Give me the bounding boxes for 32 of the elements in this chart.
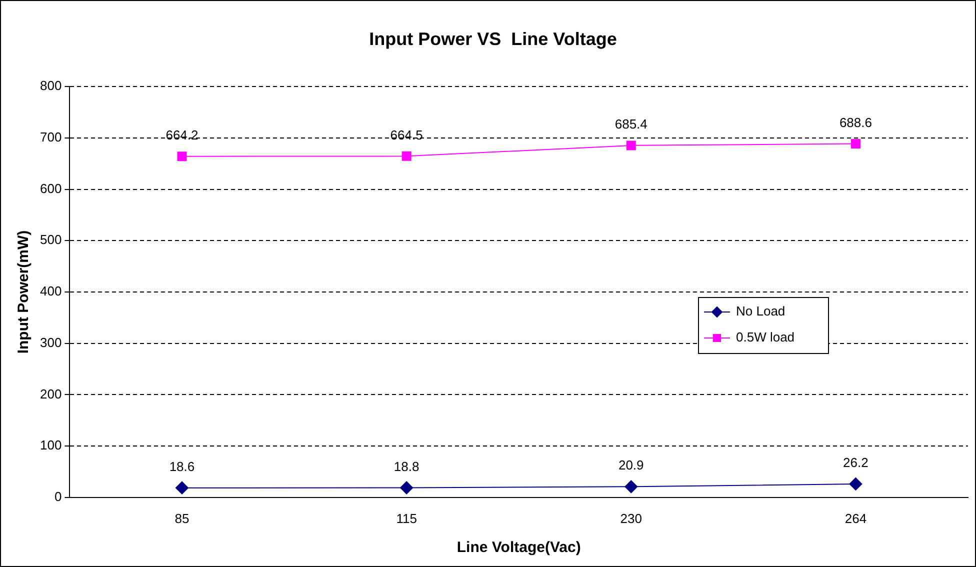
- point: [624, 480, 638, 494]
- x-tick-label: 115: [396, 510, 417, 526]
- point: [849, 477, 862, 490]
- data-label: 685.4: [614, 116, 648, 132]
- x-axis-title: Line Voltage(Vac): [456, 539, 581, 556]
- point: [177, 152, 187, 162]
- data-label: 18.8: [394, 458, 420, 474]
- point: [400, 481, 414, 494]
- y-tick-label: 0: [54, 488, 62, 504]
- y-tick-label: 400: [40, 284, 62, 299]
- x-tick-label: 264: [844, 510, 867, 526]
- chart-title: Input Power VS Line Voltage: [369, 28, 617, 49]
- y-axis-title: Input Power(mW): [15, 230, 32, 354]
- point: [850, 139, 860, 149]
- data-label: 688.6: [839, 114, 872, 130]
- x-tick-label: 85: [174, 510, 190, 526]
- y-tick-label: 300: [40, 334, 62, 350]
- data-label: 18.6: [169, 458, 195, 474]
- y-tick-label: 100: [40, 438, 62, 453]
- y-tick-label: 500: [40, 232, 62, 248]
- point: [402, 151, 412, 161]
- data-label: 26.2: [843, 455, 868, 470]
- y-tick-label: 200: [40, 386, 62, 402]
- y-tick-label: 700: [40, 130, 62, 145]
- point: [626, 140, 636, 150]
- point: [175, 481, 188, 494]
- y-tick-label: 800: [40, 78, 62, 94]
- y-tick-label: 600: [40, 180, 62, 196]
- legend-label: No Load: [736, 304, 786, 319]
- x-tick-label: 230: [620, 510, 642, 526]
- data-label: 20.9: [618, 458, 644, 473]
- legend-label: 0.5W load: [736, 330, 795, 345]
